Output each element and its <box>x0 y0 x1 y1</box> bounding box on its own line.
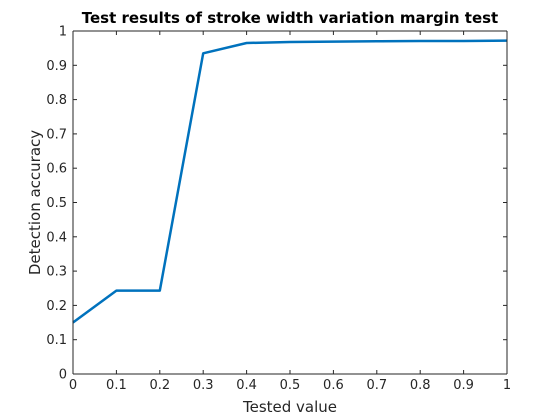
y-tick-label: 0.6 <box>46 162 67 177</box>
x-tick-label: 0.4 <box>236 378 257 393</box>
x-axis-title: Tested value <box>242 398 337 416</box>
y-tick-label: 1 <box>59 25 67 40</box>
y-tick-label: 0.1 <box>46 333 67 348</box>
x-tick-label: 0 <box>69 378 77 393</box>
axis-layer: 0 0.1 0.2 0.3 0.4 0.5 0.6 0.7 0.8 0.9 1 0 0.1 0.2 0.3 0… <box>46 25 511 394</box>
y-tick-label: 0 <box>59 368 67 383</box>
x-tick-label: 0.1 <box>106 378 127 393</box>
y-tick-label: 0.8 <box>46 93 67 108</box>
x-tick-label: 0.5 <box>280 378 301 393</box>
x-tick-label: 0.9 <box>453 378 474 393</box>
x-tick-label: 0.7 <box>366 378 387 393</box>
x-tick-label: 0.2 <box>149 378 170 393</box>
plot-area <box>73 31 507 374</box>
y-tick-label: 0.3 <box>46 265 67 280</box>
y-axis-title: Detection accuracy <box>26 130 44 275</box>
y-tick-label: 0.4 <box>46 230 67 245</box>
chart-title: Test results of stroke width variation m… <box>82 9 498 27</box>
y-tick-label: 0.7 <box>46 127 67 142</box>
x-tick-label: 0.3 <box>193 378 214 393</box>
y-tick-label: 0.5 <box>46 196 67 211</box>
x-tick-label: 1 <box>503 378 511 393</box>
x-tick-label: 0.6 <box>323 378 344 393</box>
x-tick-label: 0.8 <box>410 378 431 393</box>
y-tick-label: 0.9 <box>46 59 67 74</box>
y-tick-label: 0.2 <box>46 299 67 314</box>
